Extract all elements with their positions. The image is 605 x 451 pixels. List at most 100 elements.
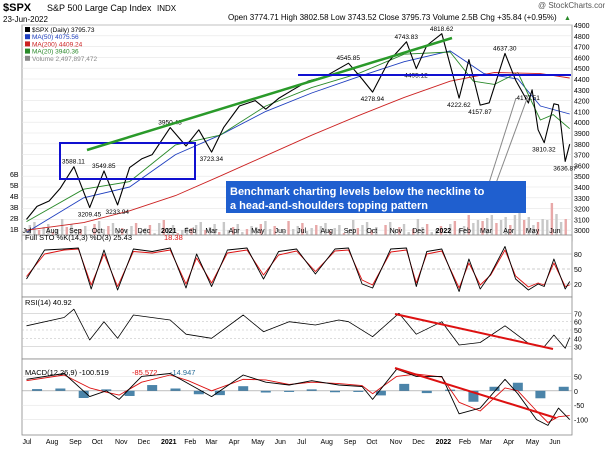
volume-bar [185, 227, 189, 241]
rsi-label: RSI(14) 40.92 [25, 298, 72, 307]
volume-tick-label: 1B [10, 227, 19, 234]
month-label-top: 2022 [436, 228, 452, 235]
volume-tick-label: 3B [10, 205, 19, 212]
volume-tick-label: 5B [10, 183, 19, 190]
month-label-top: May [526, 228, 540, 235]
volume-bar [388, 222, 392, 241]
volume-bar [190, 228, 193, 241]
month-label-bottom: Feb [184, 439, 196, 446]
price-value-label: 4157.87 [468, 109, 492, 116]
volume-bar [171, 225, 175, 241]
volume-bar [315, 225, 318, 241]
month-label-bottom: Oct [366, 439, 377, 446]
macd-hist-bar [170, 388, 181, 391]
macd-hist-bar [421, 390, 432, 394]
price-value-label: 3233.94 [106, 209, 130, 216]
price-tick-label: 3400 [574, 185, 590, 192]
volume-bar [259, 224, 263, 241]
month-label-top: Dec [412, 228, 425, 235]
macd-tick-label: 0 [574, 389, 578, 396]
volume-bar [47, 224, 50, 241]
macd-panel [21, 358, 573, 436]
stochastic-panel [21, 234, 573, 298]
price-tick-label: 4500 [574, 66, 590, 73]
macd-line [26, 368, 571, 426]
rsi-tick-label: 40 [574, 336, 582, 343]
month-label-top: Mar [480, 228, 493, 235]
month-label-bottom: May [251, 439, 265, 446]
ma50-line [26, 50, 570, 233]
volume-bar [148, 225, 152, 241]
price-tick-label: 3500 [574, 174, 590, 181]
macd-hist-bar [329, 390, 340, 393]
change-up-arrow-icon: ▲ [564, 15, 571, 22]
sto-k-line [26, 246, 571, 292]
price-value-label: 4743.83 [394, 34, 418, 41]
volume-tick-label: 2B [10, 216, 19, 223]
macd-hist-bar [260, 390, 271, 393]
volume-bar [111, 223, 115, 241]
chart-date: 23-Jun-2022 [3, 15, 48, 24]
month-label-top: Apr [503, 228, 515, 235]
volume-bar [333, 228, 336, 241]
month-label-bottom: Sep [69, 439, 82, 446]
month-label-bottom: Mar [480, 439, 493, 446]
price-value-label: 3549.85 [92, 163, 116, 170]
volume-bar [199, 222, 202, 241]
rsi-trendline [394, 313, 554, 350]
volume-bar [416, 219, 420, 241]
volume-bar [555, 214, 558, 241]
annotation-line-2: a head-and-shoulders topping pattern [230, 200, 428, 212]
macd-hist-value: -14.947 [170, 368, 195, 377]
month-label-bottom: Dec [138, 439, 151, 446]
month-label-bottom: Aug [320, 439, 333, 446]
price-value-label: 4222.62 [447, 102, 471, 109]
rsi-line [26, 308, 571, 349]
macd-tick-label: -50 [574, 403, 584, 410]
volume-bar [213, 224, 216, 241]
x-axis-months-bottom: Jul Aug Sep Oct Nov Dec 2021 Feb Mar Apr May Jun Jul… [23, 439, 561, 446]
macd-hist-bar [489, 386, 500, 391]
month-label-top: Aug [320, 228, 333, 235]
month-label-bottom: Sep [344, 439, 357, 446]
macd-label: MACD(12,26,9) -100.519 [25, 368, 109, 377]
volume-bar [402, 224, 406, 241]
volume-bar [467, 215, 470, 241]
month-label-bottom: Apr [503, 439, 515, 446]
volume-bar [449, 224, 452, 241]
price-value-label: 3950.43 [158, 120, 182, 127]
price-axis: 3000 3100 3200 3300 3400 3500 3600 3700 3800 3900… [574, 23, 590, 235]
macd-hist-bar [101, 389, 112, 391]
price-tick-label: 4800 [574, 34, 590, 41]
macd-hist-bar [32, 389, 43, 391]
rsi-tick-label: 60 [574, 320, 582, 327]
month-label-top: Feb [459, 228, 471, 235]
volume-bar [559, 222, 563, 241]
volume-bar [60, 219, 64, 241]
volume-bar [157, 223, 161, 241]
annotation-line-1: Benchmark charting levels below the neck… [230, 186, 485, 198]
month-label-bottom: Apr [229, 439, 241, 446]
uptrend-line [86, 36, 453, 152]
price-tick-label: 3700 [574, 153, 590, 160]
volume-bar [310, 228, 313, 241]
month-label-bottom: 2021 [161, 439, 177, 446]
legend-swatch [25, 34, 30, 40]
volume-bar [486, 218, 489, 241]
macd-hist-bar [55, 388, 66, 391]
volume-bar [536, 222, 540, 241]
macd-hist-bar [238, 386, 249, 391]
volume-bar [356, 228, 360, 241]
price-lines [26, 33, 571, 233]
price-tick-label: 4100 [574, 109, 590, 116]
month-label-top: Oct [92, 228, 103, 235]
index-name: S&P 500 Large Cap Index [47, 3, 152, 13]
volume-bar [324, 223, 327, 241]
price-tick-label: 4600 [574, 55, 590, 62]
month-label-bottom: Nov [390, 439, 403, 446]
sto-d-value: 18.38 [164, 233, 183, 242]
price-tick-label: 4400 [574, 77, 590, 84]
month-label-bottom: Jun [549, 439, 560, 446]
volume-bar [481, 221, 484, 241]
